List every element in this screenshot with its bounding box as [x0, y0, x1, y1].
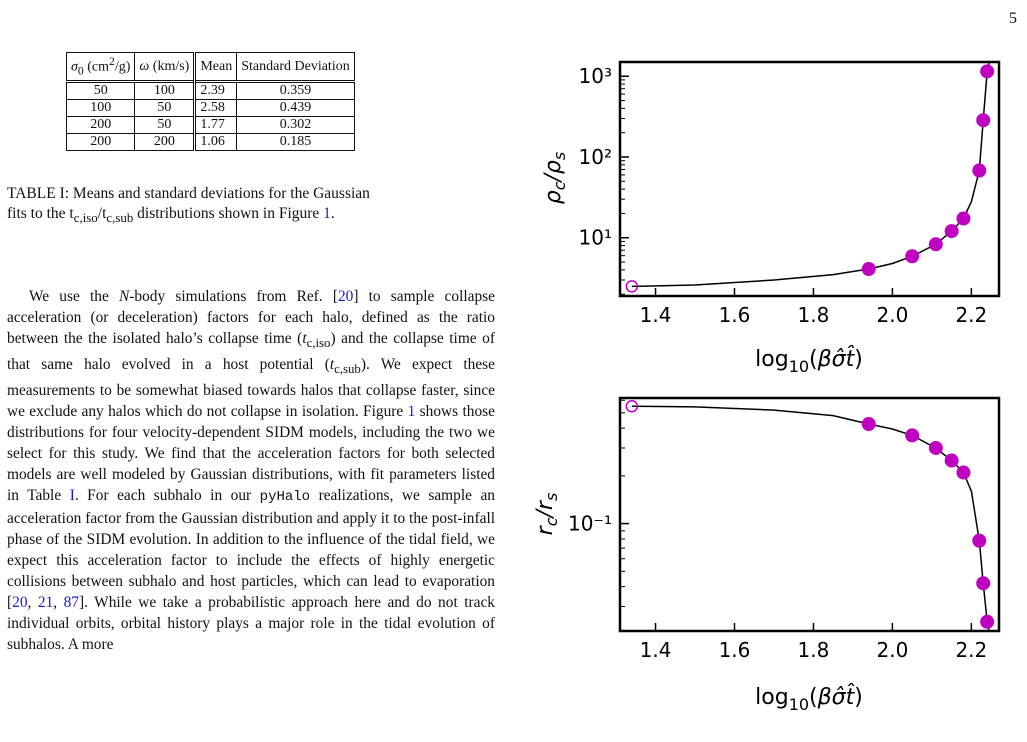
data-point [976, 576, 991, 591]
x-tick-label: 2.2 [955, 303, 987, 327]
y-axis-label: rc/rs [533, 493, 561, 536]
caption-subscript: c,sub [106, 210, 134, 226]
cell-omega: 50 [134, 99, 197, 118]
header-sigma: σ0 (cm2/g) [65, 51, 136, 83]
data-point [972, 163, 987, 178]
radius-ratio-plot: 1.4 1.6 1.8 2.0 2.2 10⁻¹ log10(βσ̂t̂) rc/rs [533, 396, 1001, 714]
data-point [976, 113, 991, 128]
caption-text: /t [97, 205, 107, 222]
code-pyhalo: pyHalo [259, 489, 311, 506]
axis-ticks: 1.4 1.6 1.8 2.0 2.2 10¹ 10² 10³ [579, 64, 988, 327]
cell-mean: 2.58 [194, 99, 238, 118]
caption-subscript: c,iso [73, 210, 98, 226]
data-point [944, 453, 959, 468]
x-tick-label: 1.4 [640, 303, 672, 327]
x-tick-label: 2.0 [877, 303, 909, 327]
cell-mean: 2.39 [194, 80, 238, 101]
x-tick-label: 1.4 [640, 638, 672, 662]
data-point [625, 280, 639, 293]
table-caption: TABLE I: Means and standard deviations f… [7, 184, 495, 228]
data-point [861, 416, 876, 431]
citation-link[interactable]: 21 [37, 594, 54, 612]
cell-sigma: 200 [65, 133, 136, 152]
data-point [980, 64, 995, 79]
results-table: σ0 (cm2/g) ω (km/s) Mean Standard Deviat… [65, 51, 355, 152]
cell-mean: 1.77 [194, 116, 238, 135]
cell-sigma: 200 [65, 116, 136, 135]
axis-ticks: 1.4 1.6 1.8 2.0 2.2 10⁻¹ [568, 399, 987, 662]
table-row: 200 50 1.77 0.302 [65, 116, 355, 135]
cell-sigma: 50 [65, 80, 136, 101]
cell-omega: 100 [134, 80, 197, 101]
density-ratio-plot: 1.4 1.6 1.8 2.0 2.2 10¹ 10² 10³ log10(βσ̂t̂) ρc… [541, 60, 1001, 376]
body-paragraph: We use the N-body simulations from Ref. … [7, 286, 495, 655]
data-point [972, 533, 987, 548]
data-point [905, 428, 920, 443]
data-point [980, 614, 995, 629]
citation-link[interactable]: 20 [337, 288, 354, 305]
x-axis-label: log10(βσ̂t̂) [755, 346, 863, 376]
y-tick-label: 10¹ [579, 226, 612, 250]
x-tick-label: 2.0 [877, 638, 909, 662]
model-curve [631, 405, 990, 632]
caption-line-1: TABLE I: Means and standard deviations f… [7, 185, 370, 202]
data-point [956, 211, 971, 226]
x-tick-label: 1.6 [719, 303, 751, 327]
plot-frame [618, 396, 1001, 633]
y-tick-label: 10² [579, 145, 612, 169]
plot-frame [618, 60, 1001, 298]
x-tick-label: 2.2 [955, 638, 987, 662]
data-point [956, 465, 971, 480]
caption-text: . [330, 205, 335, 222]
x-axis-label: log10(βσ̂t̂) [755, 684, 863, 714]
data-point [861, 262, 876, 277]
cell-std: 0.185 [236, 133, 355, 152]
model-curve [631, 61, 990, 288]
table-ref-link[interactable]: I [69, 487, 75, 505]
paragraph: We use the N-body simulations from Ref. … [7, 288, 495, 654]
table-row: 200 200 1.06 0.185 [65, 133, 355, 152]
header-mean: Mean [194, 51, 238, 83]
x-tick-label: 1.8 [798, 638, 830, 662]
data-points [625, 64, 995, 293]
header-omega: ω (km/s) [134, 51, 197, 83]
y-tick-label: 10³ [579, 64, 612, 88]
data-point [625, 399, 639, 413]
x-tick-label: 1.8 [798, 303, 830, 327]
table-row: 50 100 2.39 0.359 [65, 80, 355, 101]
table-row: 100 50 2.58 0.439 [65, 99, 355, 118]
figure-ref-link[interactable]: 1 [323, 205, 331, 222]
cell-std: 0.359 [236, 80, 355, 101]
data-point [928, 440, 943, 455]
caption-text: distributions shown in Figure [133, 205, 324, 222]
cell-std: 0.439 [236, 99, 355, 118]
page-number: 5 [1009, 10, 1017, 27]
table-header-row: σ0 (cm2/g) ω (km/s) Mean Standard Deviat… [65, 51, 355, 83]
y-axis-label: ρc/ρs [541, 152, 569, 205]
cell-mean: 1.06 [194, 133, 238, 152]
data-point [944, 224, 959, 239]
caption-text: fits to the t [7, 205, 74, 222]
cell-sigma: 100 [65, 99, 136, 118]
citation-link[interactable]: 87 [63, 594, 79, 612]
data-point [905, 249, 920, 264]
data-point [928, 237, 943, 252]
y-tick-label: 10⁻¹ [568, 512, 612, 536]
cell-omega: 50 [134, 116, 197, 135]
figure-ref-link[interactable]: 1 [407, 403, 416, 421]
cell-std: 0.302 [236, 116, 355, 135]
data-points [625, 399, 995, 629]
citation-link[interactable]: 20 [12, 594, 28, 612]
cell-omega: 200 [134, 133, 197, 152]
header-std: Standard Deviation [236, 51, 355, 83]
x-tick-label: 1.6 [719, 638, 751, 662]
